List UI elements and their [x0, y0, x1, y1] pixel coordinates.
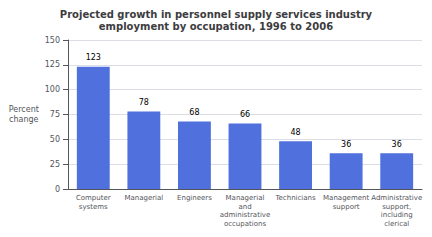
svg-text:including: including [381, 211, 413, 219]
svg-text:50: 50 [50, 135, 60, 144]
svg-text:occupations: occupations [224, 220, 267, 228]
svg-text:change: change [9, 115, 39, 124]
svg-text:Management: Management [323, 194, 369, 202]
svg-text:150: 150 [45, 36, 60, 45]
svg-text:36: 36 [341, 140, 351, 149]
svg-text:Engineers: Engineers [177, 194, 212, 202]
svg-text:36: 36 [392, 140, 402, 149]
svg-text:systems: systems [79, 203, 108, 211]
svg-text:78: 78 [139, 98, 149, 107]
svg-text:125: 125 [45, 60, 60, 69]
svg-text:48: 48 [290, 128, 300, 137]
svg-text:employment by occupation, 1996: employment by occupation, 1996 to 2006 [99, 21, 333, 32]
svg-text:123: 123 [86, 53, 101, 62]
svg-text:75: 75 [50, 110, 60, 119]
svg-text:support: support [333, 203, 360, 211]
svg-text:Managerial: Managerial [124, 194, 163, 202]
svg-text:Administrative: Administrative [371, 194, 422, 202]
svg-text:clerical: clerical [384, 220, 409, 228]
svg-text:support,: support, [382, 203, 411, 211]
svg-text:Projected growth in personnel: Projected growth in personnel supply ser… [60, 9, 373, 20]
svg-text:0: 0 [55, 185, 60, 194]
svg-text:Technicians: Technicians [274, 194, 316, 202]
svg-text:Percent: Percent [9, 105, 39, 114]
svg-text:25: 25 [50, 160, 60, 169]
svg-text:68: 68 [189, 108, 199, 117]
svg-text:66: 66 [240, 110, 250, 119]
svg-text:administrative: administrative [220, 211, 271, 219]
svg-text:100: 100 [45, 85, 60, 94]
svg-text:and: and [238, 203, 251, 211]
svg-text:Computer: Computer [76, 194, 111, 202]
svg-text:Managerial: Managerial [226, 194, 265, 202]
